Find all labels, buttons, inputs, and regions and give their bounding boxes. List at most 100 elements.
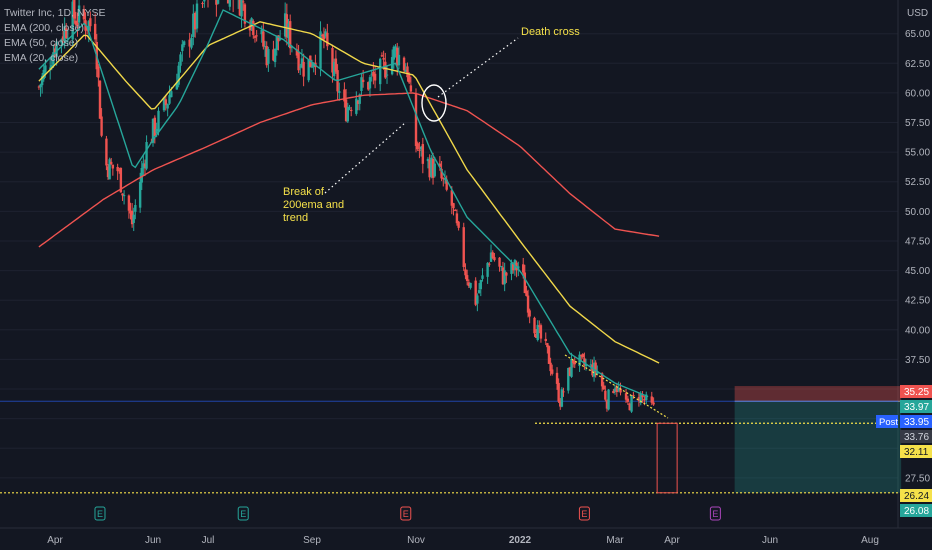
earnings-marker-label: E (97, 509, 103, 519)
candle-body (450, 190, 454, 206)
candle-body (89, 18, 92, 27)
candle-body (481, 275, 484, 279)
y-tick-label: 52.50 (905, 177, 930, 188)
legend-ema20[interactable]: EMA (20, close) (4, 52, 79, 64)
candle-body (555, 372, 559, 384)
candle-body (573, 361, 576, 365)
death-cross-arrow (437, 37, 519, 98)
candle-body (464, 269, 467, 276)
candle-body (612, 390, 615, 394)
chart-legend: Twitter Inc, 1D, NYSE EMA (200, close) E… (4, 6, 106, 66)
candle-body (326, 32, 329, 47)
candle-body (106, 166, 110, 178)
candle-body (581, 354, 584, 358)
candle-body (602, 385, 605, 390)
death-cross-annotation: Death cross (521, 26, 580, 38)
candle-body (605, 400, 609, 409)
candle-body (74, 20, 78, 25)
candle-body (321, 35, 324, 37)
candle-body (547, 346, 551, 364)
candle-body (177, 65, 180, 85)
candle-body (385, 74, 389, 76)
symbol-title[interactable]: Twitter Inc, 1D, NYSE (4, 7, 106, 19)
earnings-marker-icon (237, 506, 249, 521)
candle-body (630, 395, 633, 412)
earnings-marker-icon (400, 506, 412, 521)
candle-body (87, 21, 90, 31)
candle-body (355, 98, 358, 114)
candle-body (637, 397, 641, 401)
candle-body (546, 343, 549, 348)
legend-ema50[interactable]: EMA (50, close) (4, 37, 79, 49)
stop-price-tag-bg (900, 385, 932, 398)
mid-price-tag: 33.76 (904, 432, 929, 443)
candle-body (287, 23, 290, 39)
candle-body (650, 396, 653, 403)
post-badge: Post (879, 417, 898, 428)
candle-body (182, 41, 186, 45)
candle-body (170, 91, 173, 98)
candle-body (407, 74, 411, 83)
candle-body (594, 362, 597, 373)
candle-body (626, 398, 630, 402)
candle-body (373, 73, 377, 81)
time-axis[interactable]: Apr Jun Jul Sep Nov 2022 Mar Apr Jun Aug (47, 535, 879, 546)
candle-body (517, 266, 520, 269)
measured-move-box (656, 422, 678, 494)
candle-body (416, 143, 419, 150)
candle-body (526, 295, 530, 313)
descending-trendline (564, 354, 669, 419)
candle-body (190, 37, 193, 48)
candle-body (348, 107, 351, 109)
candle-body (65, 28, 68, 39)
candle-body (372, 71, 375, 77)
y-tick-label: 40.00 (905, 325, 930, 336)
candle-body (584, 363, 588, 367)
candle-body (76, 22, 79, 26)
candle-body (201, 3, 204, 5)
candle-body (350, 109, 353, 112)
candlestick-series (37, 0, 655, 413)
break-annotation-line1: Break of (283, 186, 325, 198)
candle-body (583, 358, 586, 366)
candle-body (510, 262, 513, 274)
candle-body (498, 257, 501, 267)
candle-body (37, 86, 41, 88)
earnings-marker-icon (578, 506, 590, 521)
post-price-tag: 33.95 (904, 417, 929, 428)
candle-body (560, 389, 564, 407)
candle-body (238, 0, 242, 16)
candle-body (522, 264, 525, 273)
candle-body (511, 264, 515, 271)
x-tick-label: Apr (47, 535, 63, 546)
candle-body (331, 48, 334, 73)
candle-body (438, 163, 442, 167)
y-tick-label: 60.00 (905, 88, 930, 99)
candle-body (250, 18, 253, 27)
legend-ema200[interactable]: EMA (200, close) (4, 22, 84, 34)
candle-body (394, 46, 397, 51)
candle-body (390, 57, 394, 75)
candle-body (406, 66, 409, 78)
candle-body (392, 46, 396, 60)
candle-body (493, 257, 496, 261)
candle-body (50, 65, 53, 69)
candle-body (100, 116, 103, 136)
candle-body (536, 324, 539, 341)
candle-body (452, 203, 455, 209)
candle-body (265, 46, 268, 66)
candle-body (589, 364, 593, 366)
x-tick-label: Jun (145, 535, 161, 546)
candle-body (454, 209, 457, 211)
candle-body (77, 5, 81, 23)
candle-body (503, 270, 506, 285)
candle-body (322, 34, 326, 40)
candle-body (402, 57, 406, 71)
candle-body (418, 149, 421, 151)
candle-body (272, 49, 275, 61)
candle-body (262, 31, 265, 47)
x-tick-label: Jun (762, 535, 778, 546)
candle-body (465, 275, 469, 281)
candle-body (632, 394, 635, 396)
